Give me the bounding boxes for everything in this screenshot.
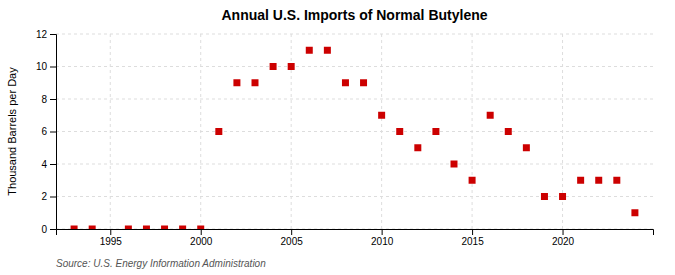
tick-mark bbox=[291, 229, 292, 235]
point bbox=[270, 63, 277, 70]
tick: 2020 bbox=[552, 229, 575, 247]
points bbox=[71, 47, 639, 229]
tick: 0 bbox=[41, 224, 56, 235]
point bbox=[432, 128, 439, 135]
tick-mark bbox=[201, 229, 202, 235]
point bbox=[360, 79, 367, 86]
tick-mark bbox=[50, 34, 56, 35]
point bbox=[161, 226, 168, 230]
tick: 2010 bbox=[371, 229, 394, 247]
tick-mark bbox=[50, 164, 56, 165]
tick: 2015 bbox=[461, 229, 484, 247]
x-grid-line bbox=[472, 34, 473, 229]
tick-mark bbox=[472, 229, 473, 235]
point bbox=[233, 79, 240, 86]
tick-mark bbox=[50, 132, 56, 133]
point bbox=[631, 209, 638, 216]
tick-mark bbox=[563, 229, 564, 235]
tick-label: 1995 bbox=[100, 236, 123, 247]
point bbox=[71, 226, 78, 230]
chart: 1995 2000 2005 2010 2015 2020 0 2 4 6 8 10 12 Annual … bbox=[0, 0, 675, 275]
point bbox=[577, 177, 584, 184]
y-axis-label: Thousand Barrels per Day bbox=[6, 67, 18, 196]
plot-area: 1995 2000 2005 2010 2015 2020 0 2 4 6 8 10 12 bbox=[36, 29, 654, 247]
point bbox=[414, 144, 421, 151]
point bbox=[487, 112, 494, 119]
tick-label: 2010 bbox=[371, 236, 394, 247]
tick: 2005 bbox=[281, 229, 304, 247]
tick-label: 2000 bbox=[190, 236, 213, 247]
tick-label: 10 bbox=[36, 61, 48, 72]
y-axis: 0 2 4 6 8 10 12 bbox=[36, 29, 57, 235]
tick-label: 6 bbox=[41, 126, 47, 137]
x-grid-line bbox=[110, 34, 111, 229]
point bbox=[143, 226, 150, 230]
point bbox=[541, 193, 548, 200]
title: Annual U.S. Imports of Normal Butylene bbox=[221, 7, 487, 23]
tick-label: 0 bbox=[41, 224, 47, 235]
tick-mark bbox=[50, 67, 56, 68]
point bbox=[288, 63, 295, 70]
y-grid-line bbox=[56, 131, 653, 132]
tick: 2000 bbox=[190, 229, 213, 247]
tick: 10 bbox=[36, 61, 56, 72]
tick-label: 2 bbox=[41, 191, 47, 202]
tick: 1995 bbox=[100, 229, 123, 247]
point bbox=[595, 177, 602, 184]
tick-label: 2015 bbox=[461, 236, 484, 247]
y-grid-line bbox=[56, 99, 653, 100]
tick-mark bbox=[110, 229, 111, 235]
point bbox=[252, 79, 259, 86]
point bbox=[215, 128, 222, 135]
grid bbox=[56, 34, 653, 229]
point bbox=[613, 177, 620, 184]
x-grid-line bbox=[381, 34, 382, 229]
tick-mark bbox=[50, 197, 56, 198]
tick-label: 2005 bbox=[281, 236, 304, 247]
tick: 2 bbox=[41, 191, 56, 202]
point bbox=[179, 226, 186, 230]
x-grid-line bbox=[200, 34, 201, 229]
point bbox=[396, 128, 403, 135]
point bbox=[523, 144, 530, 151]
point bbox=[89, 226, 96, 230]
point bbox=[125, 226, 132, 230]
point bbox=[197, 226, 204, 230]
tick: 8 bbox=[41, 94, 56, 105]
annotation: Source: U.S. Energy Information Administ… bbox=[56, 258, 266, 269]
axis-line bbox=[57, 230, 654, 236]
point bbox=[469, 177, 476, 184]
point bbox=[306, 47, 313, 54]
tick-mark bbox=[50, 229, 56, 230]
axis-line bbox=[50, 35, 57, 230]
tick-mark bbox=[382, 229, 383, 235]
y-grid-line bbox=[56, 34, 653, 35]
tick-label: 8 bbox=[41, 94, 47, 105]
point bbox=[324, 47, 331, 54]
point bbox=[505, 128, 512, 135]
tick-label: 12 bbox=[36, 29, 48, 40]
y-grid-line bbox=[56, 66, 653, 67]
tick: 6 bbox=[41, 126, 56, 137]
tick: 4 bbox=[41, 159, 56, 170]
y-grid-line bbox=[56, 164, 653, 165]
tick-mark bbox=[50, 99, 56, 100]
tick-label: 4 bbox=[41, 159, 47, 170]
point bbox=[559, 193, 566, 200]
x-axis: 1995 2000 2005 2010 2015 2020 bbox=[57, 229, 654, 247]
point bbox=[378, 112, 385, 119]
tick: 12 bbox=[36, 29, 56, 40]
tick-label: 2020 bbox=[552, 236, 575, 247]
point bbox=[451, 161, 458, 168]
point bbox=[342, 79, 349, 86]
